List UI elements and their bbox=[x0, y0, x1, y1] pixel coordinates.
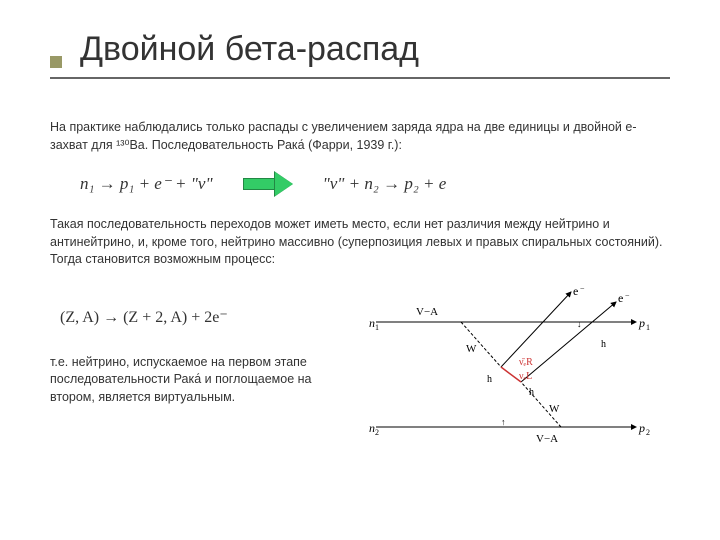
diagram-svg: n1 p1 V−A n2 p2 V−A W W e− e− bbox=[361, 287, 651, 452]
svg-text:p: p bbox=[638, 421, 645, 435]
left-column: (Z, A) → (Z + 2, A) + 2e⁻ т.е. нейтрино,… bbox=[50, 287, 341, 447]
svg-text:−: − bbox=[625, 291, 630, 300]
content-area: На практике наблюдались только распады с… bbox=[0, 99, 720, 447]
feynman-diagram: n1 p1 V−A n2 p2 V−A W W e− e− bbox=[361, 287, 670, 447]
svg-text:1: 1 bbox=[375, 323, 379, 332]
svg-text:W: W bbox=[549, 403, 560, 415]
equation-right: "ν" + n₂ → p₂ + e bbox=[323, 172, 447, 196]
title-area: Двойной бета-распад bbox=[0, 0, 720, 99]
paragraph-2: Такая последовательность переходов может… bbox=[50, 216, 670, 269]
svg-text:νₑL: νₑL bbox=[519, 371, 532, 382]
svg-text:↑: ↑ bbox=[501, 417, 506, 427]
svg-text:↓: ↓ bbox=[577, 319, 582, 329]
svg-text:p: p bbox=[638, 316, 645, 330]
svg-text:V−A: V−A bbox=[536, 433, 558, 445]
svg-text:1: 1 bbox=[646, 323, 650, 332]
title-underline bbox=[50, 77, 670, 79]
lower-row: (Z, A) → (Z + 2, A) + 2e⁻ т.е. нейтрино,… bbox=[50, 287, 670, 447]
svg-text:h: h bbox=[601, 339, 606, 350]
svg-text:h: h bbox=[487, 374, 492, 385]
equation-left: n₁ → p₁ + e⁻ + "ν" bbox=[80, 172, 213, 196]
svg-text:W: W bbox=[466, 343, 477, 355]
svg-text:e: e bbox=[573, 287, 578, 298]
page-title: Двойной бета-распад bbox=[80, 30, 720, 69]
equation-2: (Z, A) → (Z + 2, A) + 2e⁻ bbox=[60, 307, 341, 329]
arrow-icon bbox=[243, 172, 293, 196]
paragraph-3: т.е. нейтрино, испускаемое на первом эта… bbox=[50, 354, 341, 407]
svg-text:ν̄ₑR: ν̄ₑR bbox=[519, 357, 533, 368]
svg-text:−: − bbox=[580, 287, 585, 293]
equation-row-1: n₁ → p₁ + e⁻ + "ν" "ν" + n₂ → p₂ + e bbox=[80, 172, 670, 196]
svg-text:e: e bbox=[618, 291, 623, 305]
svg-text:2: 2 bbox=[375, 428, 379, 437]
svg-text:V−A: V−A bbox=[416, 306, 438, 318]
svg-text:h: h bbox=[529, 387, 534, 398]
paragraph-1: На практике наблюдались только распады с… bbox=[50, 119, 670, 154]
title-bullet bbox=[50, 56, 62, 68]
svg-text:2: 2 bbox=[646, 428, 650, 437]
